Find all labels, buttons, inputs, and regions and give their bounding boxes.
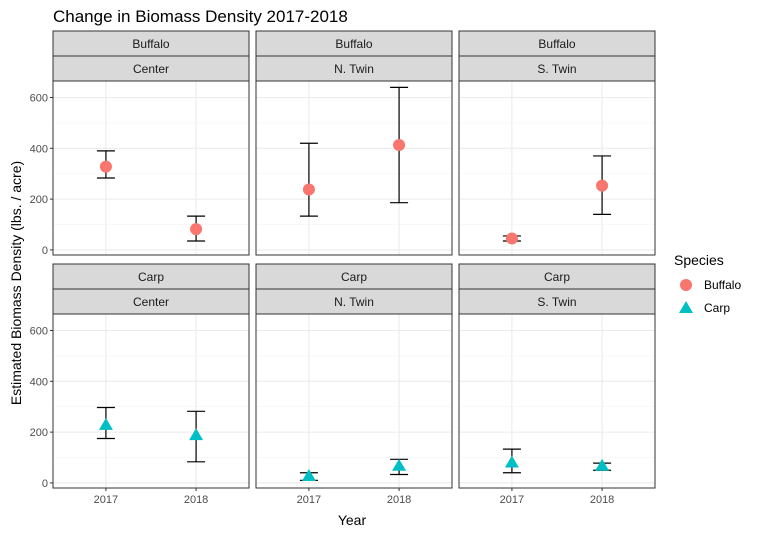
facet-strip-col-label: S. Twin [537, 62, 576, 76]
y-tick-label: 600 [30, 326, 48, 338]
facet-strip-row [52, 263, 250, 290]
legend: Species Buffalo Carp [674, 252, 741, 315]
panel-border [458, 80, 656, 256]
x-tick-label: 2017 [297, 494, 321, 506]
legend-label: Carp [704, 301, 730, 315]
facet-strip-row-label: Carp [544, 270, 570, 284]
facet-strip-row-label: Carp [341, 270, 367, 284]
data-point-triangle [98, 418, 113, 430]
y-tick-label: 200 [30, 427, 48, 439]
data-point-circle [99, 160, 112, 173]
x-tick-label: 2017 [500, 494, 524, 506]
data-point-triangle [189, 428, 204, 441]
data-point-triangle [595, 458, 610, 471]
legend-key-triangle [679, 301, 693, 313]
y-tick-label: 0 [42, 245, 48, 257]
legend-label: Buffalo [704, 278, 741, 292]
x-tick-label: 2018 [184, 494, 208, 506]
legend-title: Species [674, 252, 724, 268]
facet-strip-col [52, 55, 250, 82]
y-tick-label: 200 [30, 194, 48, 206]
panel-background [256, 81, 452, 255]
facet-panel: Carp Center 0 200 400 600 2017 2018 [30, 263, 250, 506]
panel-border [52, 80, 250, 256]
facet-strip-row-label: Carp [138, 270, 164, 284]
y-tick-label: 0 [42, 478, 48, 490]
x-axis-title: Year [338, 512, 367, 528]
facet-strip-row [255, 263, 453, 290]
chart-title: Change in Biomass Density 2017-2018 [53, 7, 348, 26]
facet-strip-row-label: Buffalo [538, 37, 575, 51]
y-tick-label: 400 [30, 376, 48, 388]
panel-background [459, 81, 655, 255]
data-point-circle [596, 179, 609, 192]
legend-key-circle [680, 279, 692, 291]
panel-border [255, 313, 453, 489]
facet-strip-col [255, 55, 453, 82]
y-axis-title: Estimated Biomass Density (lbs. / acre) [8, 161, 24, 405]
panel-background [53, 314, 249, 488]
facet-panel: Buffalo S. Twin [458, 30, 656, 256]
facet-strip-row-label: Buffalo [132, 37, 169, 51]
facet-panel: Buffalo Center 0 200 400 600 [30, 30, 250, 257]
x-tick-label: 2017 [94, 494, 118, 506]
facet-panel: Carp S. Twin 2017 2018 [458, 263, 656, 506]
facet-strip-col-label: S. Twin [537, 295, 576, 309]
data-point-circle [302, 183, 315, 196]
data-point-triangle [392, 458, 407, 471]
facet-strip-col [458, 55, 656, 82]
data-point-triangle [504, 455, 519, 468]
x-tick-label: 2018 [387, 494, 411, 506]
facet-strip-col-label: Center [133, 295, 169, 309]
facet-strip-col-label: N. Twin [334, 295, 374, 309]
panel-background [256, 314, 452, 488]
data-point-circle [190, 223, 203, 236]
facet-panel: Carp N. Twin 2017 2018 [255, 263, 453, 506]
data-point-circle [393, 139, 406, 152]
panel-background [459, 314, 655, 488]
facet-strip-col-label: Center [133, 62, 169, 76]
panel-background [53, 81, 249, 255]
panel-border [255, 80, 453, 256]
y-tick-label: 400 [30, 143, 48, 155]
panel-border [52, 313, 250, 489]
x-tick-label: 2018 [590, 494, 614, 506]
y-tick-label: 600 [30, 93, 48, 105]
facet-strip-row [52, 30, 250, 57]
facet-strip-row [458, 30, 656, 57]
data-point-triangle [301, 469, 316, 481]
facet-strip-row [255, 30, 453, 57]
facet-strip-col-label: N. Twin [334, 62, 374, 76]
data-point-circle [505, 232, 518, 245]
facet-strip-row-label: Buffalo [335, 37, 372, 51]
facet-strip-col [255, 288, 453, 315]
panel-border [458, 313, 656, 489]
facet-panel: Buffalo N. Twin [255, 30, 453, 256]
